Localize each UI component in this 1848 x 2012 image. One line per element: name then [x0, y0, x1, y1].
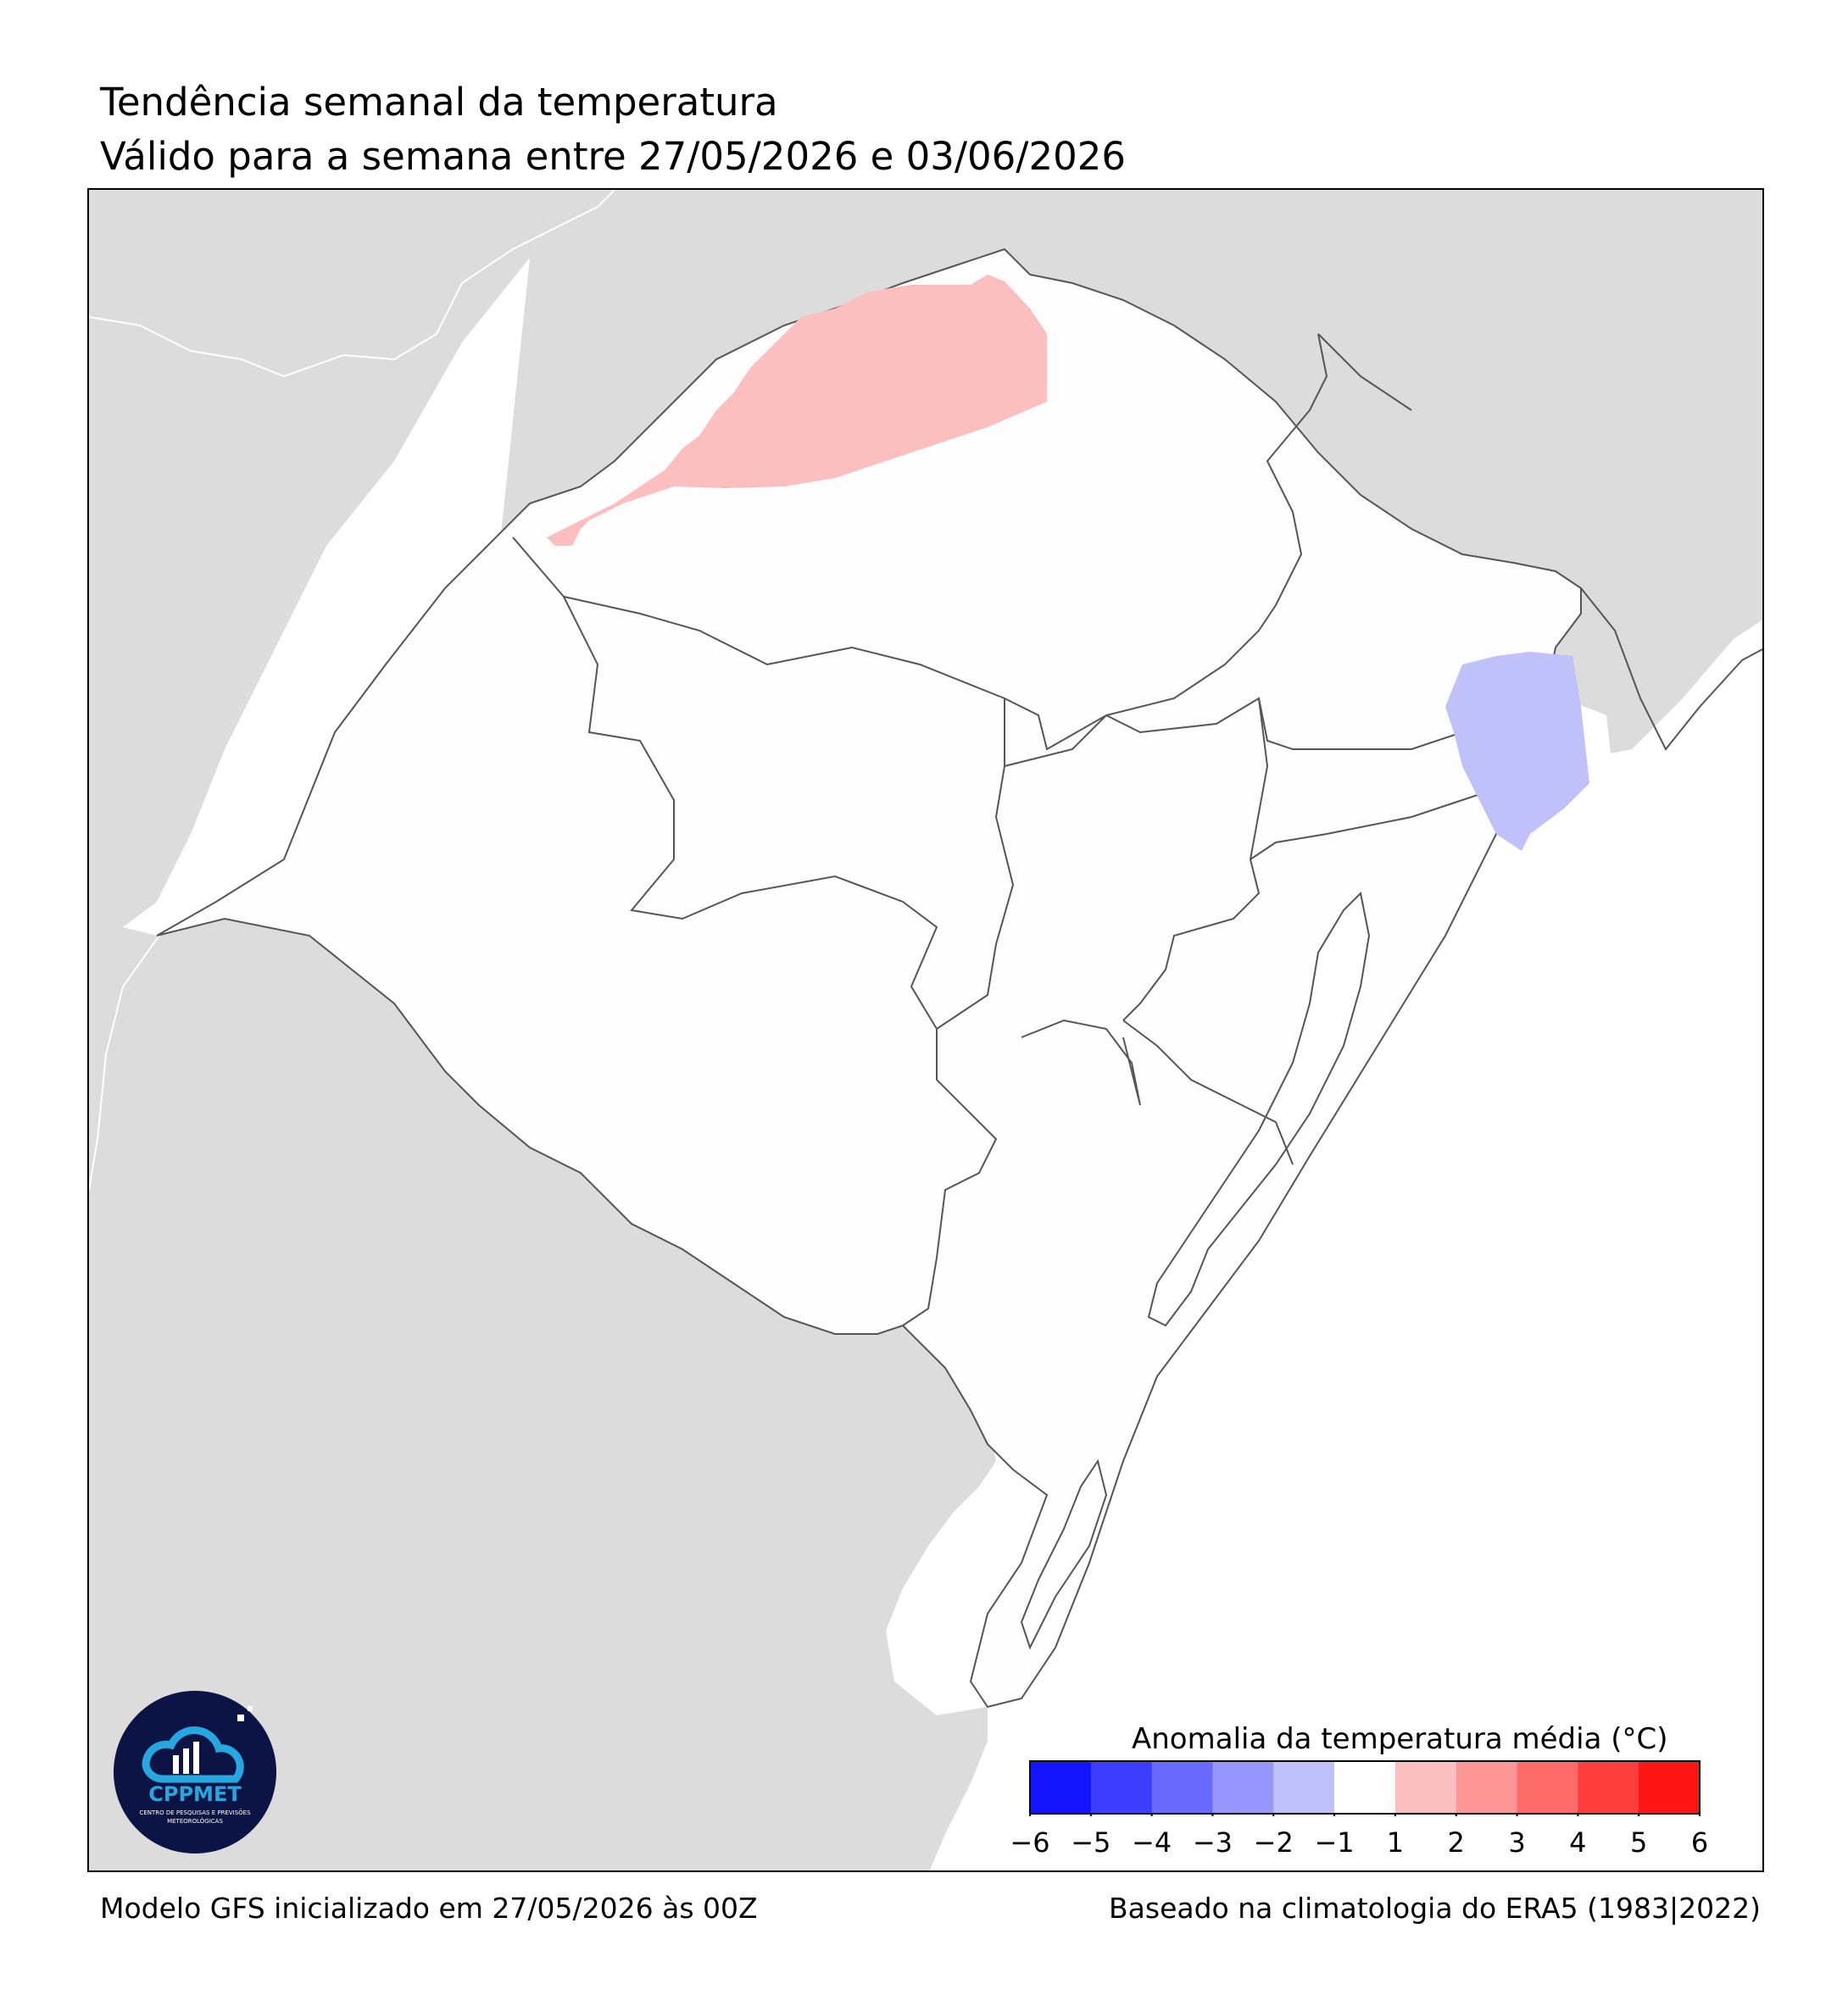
cppmet-logo: CPPMET CENTRO DE PESQUISAS E PREVISÕES M…: [114, 1691, 276, 1854]
colorbar-tick-label: 3: [1508, 1826, 1526, 1859]
positive-anomaly-area: [547, 275, 1047, 546]
colorbar-tick-label: 2: [1447, 1826, 1465, 1859]
map-canvas: [89, 190, 1762, 1870]
colorbar-segment: [1517, 1761, 1578, 1814]
country-border: [89, 190, 615, 378]
colorbar-segment: [1639, 1761, 1700, 1814]
logo-caption-1: CENTRO DE PESQUISAS E PREVISÕES: [139, 1809, 251, 1816]
logo-caption-2: METEOROLÓGICAS: [167, 1817, 223, 1825]
cloud-icon: [142, 1726, 244, 1783]
colorbar-segment: [1394, 1761, 1457, 1814]
legend-title: Anomalia da temperatura média (°C): [1132, 1722, 1668, 1756]
negative-anomaly-area: [1445, 652, 1589, 851]
colorbar-tick-label: −2: [1253, 1826, 1294, 1859]
colorbar-tick-label: −3: [1192, 1826, 1233, 1859]
colorbar-tick-label: 6: [1690, 1826, 1709, 1859]
map-title: Tendência semanal da temperatura: [100, 80, 778, 125]
colorbar-segment: [1456, 1761, 1518, 1814]
footer-model-info: Modelo GFS inicializado em 27/05/2026 às…: [100, 1892, 758, 1925]
coastline-north: [1580, 587, 1762, 751]
lagoa-dos-patos: [1147, 891, 1371, 1327]
mesoregion-borders: [512, 333, 1514, 1326]
footer-climatology: Baseado na climatologia do ERA5 (1983|20…: [1109, 1892, 1761, 1925]
colorbar-tick-label: 5: [1629, 1826, 1648, 1859]
logo-wordmark: CPPMET: [148, 1782, 242, 1806]
colorbar-frame: [1029, 1760, 1700, 1815]
colorbar-segment: [1030, 1761, 1092, 1814]
map-subtitle: Válido para a semana entre 27/05/2026 e …: [100, 134, 1126, 179]
colorbar-tick-label: −1: [1314, 1826, 1355, 1859]
colorbar-segment: [1334, 1761, 1396, 1814]
map-panel: [87, 188, 1764, 1872]
colorbar-segment: [1578, 1761, 1639, 1814]
lagoa-mirim: [1020, 1459, 1108, 1650]
colorbar-tick-label: −5: [1071, 1826, 1111, 1859]
colorbar-segment: [1273, 1761, 1335, 1814]
colorbar-segment: [1212, 1761, 1274, 1814]
colorbar-tick-label: 4: [1569, 1826, 1587, 1859]
colorbar-segment: [1151, 1761, 1213, 1814]
colorbar-segment: [1090, 1761, 1153, 1814]
colorbar-tick-label: −4: [1132, 1826, 1172, 1859]
state-rs: [156, 247, 1582, 1709]
colorbar: [1029, 1760, 1700, 1816]
foreign-land-west: [89, 190, 996, 1870]
country-border-south: [89, 926, 166, 1191]
colorbar-tick-label: −6: [1010, 1826, 1050, 1859]
colorbar-tick-label: 1: [1386, 1826, 1405, 1859]
